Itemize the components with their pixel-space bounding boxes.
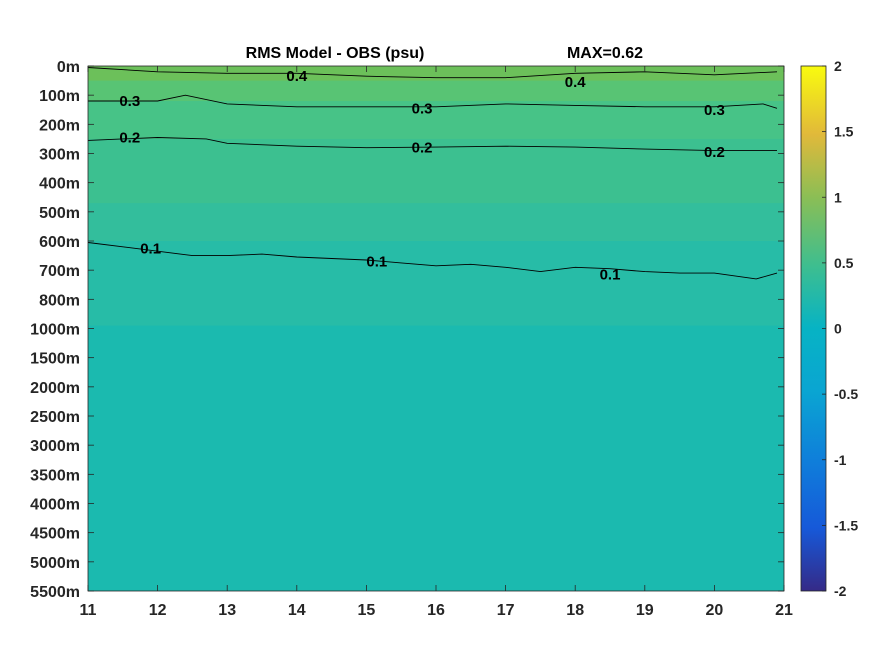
colorbar-gradient <box>800 65 827 592</box>
colorbar-tick-label: -1 <box>834 452 847 468</box>
max-label: MAX=0.62 <box>567 45 643 62</box>
y-axis: 0m 100m 200m 300m 400m 500m 600m 700m 800m 1000m 1… <box>30 59 784 601</box>
colorbar-tick-label: 0 <box>834 321 842 337</box>
field-band-2 <box>88 101 784 140</box>
colorbar-tick-label: -0.5 <box>834 386 858 402</box>
field-band-3 <box>88 138 784 204</box>
salinity-rms-field <box>88 66 784 591</box>
y-tick-label: 0m <box>57 59 80 76</box>
colorbar-tick-label: -1.5 <box>834 517 858 533</box>
contour-label: 0.4 <box>565 74 587 91</box>
colorbar-tick-label: 1 <box>834 189 842 205</box>
y-tick-label: 400m <box>39 176 80 193</box>
contour-label: 0.3 <box>704 102 725 119</box>
x-tick-label: 16 <box>427 602 445 619</box>
y-tick-label: 100m <box>39 88 80 105</box>
x-tick-label: 17 <box>497 602 515 619</box>
colorbar-tick-label: 1.5 <box>834 124 854 140</box>
x-tick-label: 11 <box>80 602 97 619</box>
y-tick-label: 200m <box>39 117 80 134</box>
y-tick-label: 500m <box>39 205 80 222</box>
contour-label: 0.1 <box>366 253 387 270</box>
colorbar-tick-label: 0.5 <box>834 255 854 271</box>
contour-label: 0.2 <box>704 144 725 161</box>
contour-label: 0.2 <box>412 140 433 157</box>
contour-line-0.3 <box>88 94 778 109</box>
y-tick-label: 3000m <box>30 438 80 455</box>
contour-labels: 0.4 0.4 0.3 0.3 0.3 0.2 0.2 0.2 0.1 0.1 0.1 <box>119 68 724 283</box>
y-tick-label: 4500m <box>30 526 80 543</box>
x-tick-label: 21 <box>775 602 793 619</box>
x-tick-label: 18 <box>566 602 584 619</box>
field-band-4 <box>88 203 784 242</box>
contour-line-0.2 <box>88 137 777 152</box>
x-tick-label: 12 <box>149 602 167 619</box>
contour-label: 0.2 <box>119 129 140 146</box>
contour-line-0.4 <box>88 67 778 79</box>
contour-label: 0.3 <box>412 100 433 117</box>
field-band-1 <box>88 80 784 102</box>
field-band-6 <box>88 325 784 591</box>
x-tick-label: 13 <box>218 602 236 619</box>
y-tick-label: 5500m <box>30 584 80 601</box>
contour-label: 0.1 <box>600 267 621 284</box>
contour-label: 0.3 <box>119 93 140 110</box>
y-tick-label: 4000m <box>30 497 80 514</box>
y-tick-label: 2000m <box>30 380 80 397</box>
x-tick-label: 15 <box>358 602 376 619</box>
y-tick-label: 700m <box>39 263 80 280</box>
colorbar-tick-label: -2 <box>834 583 847 599</box>
colorbar: 2 1.5 1 0.5 0 -0.5 -1 -1.5 -2 <box>800 58 858 599</box>
y-tick-label: 1500m <box>30 351 80 368</box>
contour-label: 0.4 <box>286 68 308 85</box>
colorbar-ticks: 2 1.5 1 0.5 0 -0.5 -1 -1.5 -2 <box>822 58 858 599</box>
contour-line-0.1 <box>88 242 778 280</box>
contour-lines <box>88 67 778 280</box>
y-tick-label: 5000m <box>30 555 80 572</box>
y-tick-label: 800m <box>39 292 80 309</box>
x-axis: 11 12 13 14 15 16 17 18 19 20 21 <box>80 66 793 619</box>
y-tick-label: 1000m <box>30 322 80 339</box>
colorbar-tick-label: 2 <box>834 58 842 74</box>
chart-title: RMS Model - OBS (psu) <box>246 45 425 62</box>
x-tick-label: 14 <box>288 602 306 619</box>
contour-label: 0.1 <box>140 240 161 257</box>
x-tick-label: 19 <box>636 602 654 619</box>
y-tick-label: 3500m <box>30 467 80 484</box>
field-band-0 <box>88 66 784 82</box>
y-tick-label: 300m <box>39 147 80 164</box>
x-tick-label: 20 <box>706 602 724 619</box>
field-band-5 <box>88 241 784 327</box>
y-tick-label: 2500m <box>30 409 80 426</box>
y-tick-label: 600m <box>39 234 80 251</box>
